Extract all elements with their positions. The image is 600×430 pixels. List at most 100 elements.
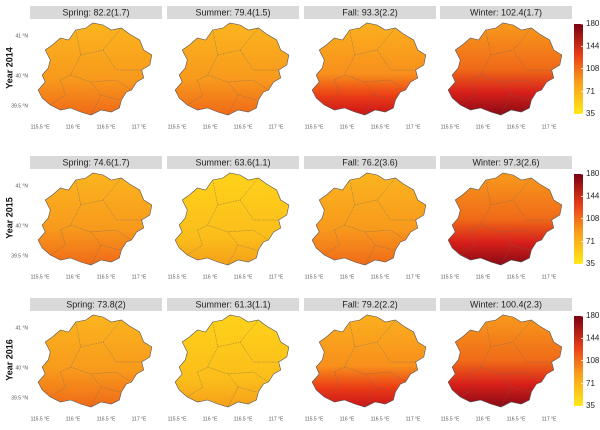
lon-label: 115.5 °E [305,274,325,280]
map [311,22,427,116]
region-fill [37,22,153,116]
colorbar-label: 35 [586,401,595,410]
region-fill [447,172,563,266]
map [174,22,290,116]
map [37,314,153,408]
lon-label: 116.5 °E [234,124,254,130]
lon-label: 115.5 °E [31,124,51,130]
panel-header [30,298,162,311]
panel-header [304,156,436,169]
lon-label: 116.5 °E [507,416,527,422]
panel-title: Winter: 97.3(2.6) [472,157,539,167]
panel-header [167,156,299,169]
lon-label: 117 °E [269,124,284,130]
panel-title: Summer: 79.4(1.5) [195,7,270,17]
panel-title: Spring: 74.6(1.7) [62,157,129,167]
lon-label: 116.5 °E [97,124,117,130]
lon-label: 116.5 °E [507,124,527,130]
region-fill [174,172,290,266]
lon-label: 116 °E [340,124,355,130]
colorbar-label: 144 [586,41,600,50]
map [447,172,563,266]
panel-header [440,156,572,169]
lat-label: 40 °N [15,223,28,229]
panel-title: Spring: 73.8(2) [66,299,126,309]
panel-title: Fall: 76.2(3.6) [342,157,398,167]
row-label: Year 2015 [4,197,14,239]
panel-title: Spring: 82.2(1.7) [62,7,129,17]
row-label: Year 2016 [4,339,14,381]
lon-label: 115.5 °E [441,416,461,422]
lon-label: 116.5 °E [371,416,391,422]
region-fill [174,22,290,116]
panel-header [440,6,572,19]
lon-label: 116.5 °E [371,124,391,130]
panel-title: Summer: 61.3(1.1) [195,299,270,309]
lat-label: 39.5 °N [11,395,28,401]
colorbar-label: 108 [586,64,600,73]
lon-label: 115.5 °E [31,416,51,422]
lon-label: 116 °E [203,274,218,280]
lon-label: 116.5 °E [234,274,254,280]
colorbar [574,24,583,114]
lon-label: 115.5 °E [168,124,188,130]
map [37,22,153,116]
lon-label: 117 °E [542,274,557,280]
lon-label: 117 °E [542,416,557,422]
colorbar-label: 108 [586,214,600,223]
region-fill [311,172,427,266]
panel-header [440,298,572,311]
colorbar-label: 108 [586,356,600,365]
lon-label: 115.5 °E [168,274,188,280]
lon-label: 116 °E [476,124,491,130]
lon-label: 117 °E [406,274,421,280]
lon-label: 117 °E [269,274,284,280]
panel-header [304,6,436,19]
lon-label: 116 °E [476,416,491,422]
lon-label: 116 °E [340,274,355,280]
region-fill [311,314,427,408]
colorbar-label: 35 [586,259,595,268]
lon-label: 115.5 °E [31,274,51,280]
lat-label: 41 °N [15,33,28,39]
map [311,172,427,266]
colorbar-label: 71 [586,379,595,388]
lon-label: 116 °E [66,416,81,422]
lat-label: 39.5 °N [11,103,28,109]
lat-label: 39.5 °N [11,253,28,259]
panel-header [30,6,162,19]
map [37,172,153,266]
colorbar [574,316,583,406]
lon-label: 116 °E [66,124,81,130]
colorbar-label: 71 [586,87,595,96]
lon-label: 117 °E [406,416,421,422]
lon-label: 116 °E [476,274,491,280]
panel-title: Winter: 100.4(2.3) [470,299,542,309]
lon-label: 117 °E [132,416,147,422]
map [447,314,563,408]
lon-label: 115.5 °E [441,124,461,130]
lon-label: 116 °E [203,416,218,422]
panel-header [167,298,299,311]
lon-label: 117 °E [132,274,147,280]
region-fill [37,172,153,266]
lon-label: 117 °E [132,124,147,130]
colorbar-label: 180 [586,311,600,320]
lon-label: 117 °E [406,124,421,130]
lon-label: 115.5 °E [305,124,325,130]
panel-header [30,156,162,169]
lon-label: 116.5 °E [97,416,117,422]
map [311,314,427,408]
panel-header [304,298,436,311]
lat-label: 40 °N [15,365,28,371]
lon-label: 116 °E [203,124,218,130]
colorbar-label: 144 [586,333,600,342]
lon-label: 116.5 °E [371,274,391,280]
map [174,172,290,266]
colorbar-label: 35 [586,109,595,118]
colorbar [574,174,583,264]
panel-title: Fall: 93.3(2.2) [342,7,398,17]
region-fill [311,22,427,116]
colorbar-label: 144 [586,191,600,200]
